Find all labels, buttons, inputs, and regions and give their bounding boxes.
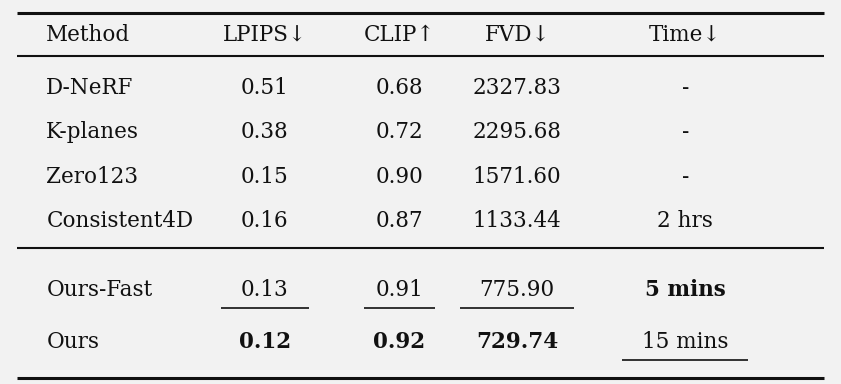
Text: CLIP↑: CLIP↑: [364, 23, 435, 46]
Text: 5 mins: 5 mins: [645, 279, 726, 301]
Text: 0.15: 0.15: [241, 166, 288, 188]
Text: 0.51: 0.51: [241, 77, 288, 99]
Text: 1571.60: 1571.60: [473, 166, 562, 188]
Text: 0.12: 0.12: [239, 331, 291, 353]
Text: Time↓: Time↓: [649, 23, 722, 46]
Text: 0.92: 0.92: [373, 331, 426, 353]
Text: 0.87: 0.87: [376, 210, 423, 232]
Text: 0.38: 0.38: [241, 121, 288, 144]
Text: 0.91: 0.91: [376, 279, 423, 301]
Text: 2327.83: 2327.83: [473, 77, 562, 99]
Text: 0.13: 0.13: [241, 279, 288, 301]
Text: 0.68: 0.68: [376, 77, 423, 99]
Text: D-NeRF: D-NeRF: [46, 77, 134, 99]
Text: K-planes: K-planes: [46, 121, 140, 144]
Text: 0.90: 0.90: [376, 166, 423, 188]
Text: 729.74: 729.74: [476, 331, 558, 353]
Text: Zero123: Zero123: [46, 166, 139, 188]
Text: Ours: Ours: [46, 331, 99, 353]
Text: 2295.68: 2295.68: [473, 121, 562, 144]
Text: FVD↓: FVD↓: [484, 23, 550, 46]
Text: 775.90: 775.90: [479, 279, 555, 301]
Text: 15 mins: 15 mins: [643, 331, 728, 353]
Text: -: -: [682, 166, 689, 188]
Text: 0.16: 0.16: [241, 210, 288, 232]
Text: Ours-Fast: Ours-Fast: [46, 279, 152, 301]
Text: Method: Method: [46, 23, 130, 46]
Text: Consistent4D: Consistent4D: [46, 210, 193, 232]
Text: 0.72: 0.72: [376, 121, 423, 144]
Text: 1133.44: 1133.44: [473, 210, 562, 232]
Text: 2 hrs: 2 hrs: [658, 210, 713, 232]
Text: -: -: [682, 77, 689, 99]
Text: LPIPS↓: LPIPS↓: [223, 23, 307, 46]
Text: -: -: [682, 121, 689, 144]
